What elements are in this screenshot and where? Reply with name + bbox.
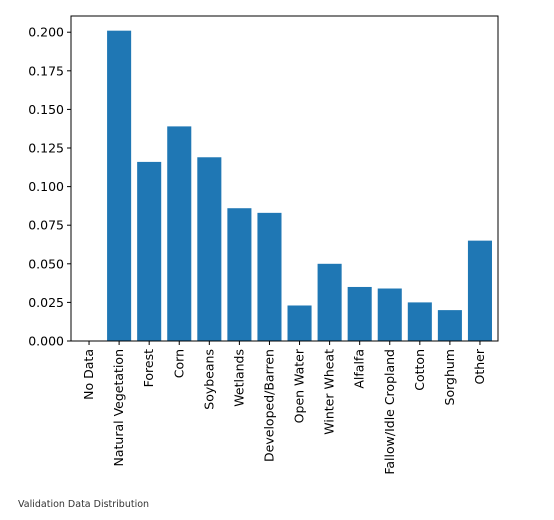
y-tick-label: 0.025 [28, 295, 64, 310]
y-tick-label: 0.125 [28, 141, 64, 156]
y-tick-label: 0.000 [28, 334, 64, 349]
bar-developed-barren [257, 212, 282, 341]
bar-forest [137, 161, 162, 341]
bar-sorghum [437, 310, 462, 341]
x-tick-label: Natural Vegetation [111, 349, 126, 466]
bar-wetlands [227, 208, 252, 341]
bar-fallow-idle-cropland [377, 288, 402, 341]
x-tick-label: Developed/Barren [261, 349, 276, 462]
bar-corn [167, 126, 192, 341]
y-tick-label: 0.075 [28, 218, 64, 233]
chart-caption: Validation Data Distribution [18, 499, 150, 510]
x-tick-label: Cotton [412, 349, 427, 391]
x-tick-label: Other [472, 348, 487, 384]
x-tick-label: Open Water [292, 348, 307, 423]
x-tick-label: No Data [81, 349, 96, 400]
y-axis: 0.000 0.025 0.050 0.075 0.100 0.125 0.150 0.175… [28, 25, 71, 349]
x-tick-label: Alfalfa [352, 349, 367, 389]
bars-group [107, 30, 492, 341]
bar-open-water [287, 305, 312, 341]
plot-frame [70, 15, 499, 342]
bar-soybeans [197, 157, 222, 341]
y-tick-label: 0.050 [28, 256, 64, 271]
x-tick-label: Soybeans [201, 349, 216, 410]
bar-cotton [407, 302, 432, 341]
y-tick-label: 0.200 [28, 25, 64, 40]
y-tick-label: 0.175 [28, 63, 64, 78]
x-tick-label: Corn [171, 349, 186, 378]
bar-alfalfa [347, 286, 372, 341]
y-tick-label: 0.150 [28, 102, 64, 117]
bar-other [467, 240, 492, 341]
bar-winter-wheat [317, 263, 342, 341]
x-axis: No Data Natural Vegetation Forest Corn Soybe… [81, 341, 487, 475]
y-tick-label: 0.100 [28, 179, 64, 194]
x-tick-label: Wetlands [231, 349, 246, 407]
x-tick-label: Sorghum [442, 349, 457, 405]
bar-natural-vegetation [107, 30, 132, 341]
x-tick-label: Forest [141, 349, 156, 387]
x-tick-label: Fallow/Idle Cropland [382, 349, 397, 475]
x-tick-label: Winter Wheat [322, 349, 337, 435]
